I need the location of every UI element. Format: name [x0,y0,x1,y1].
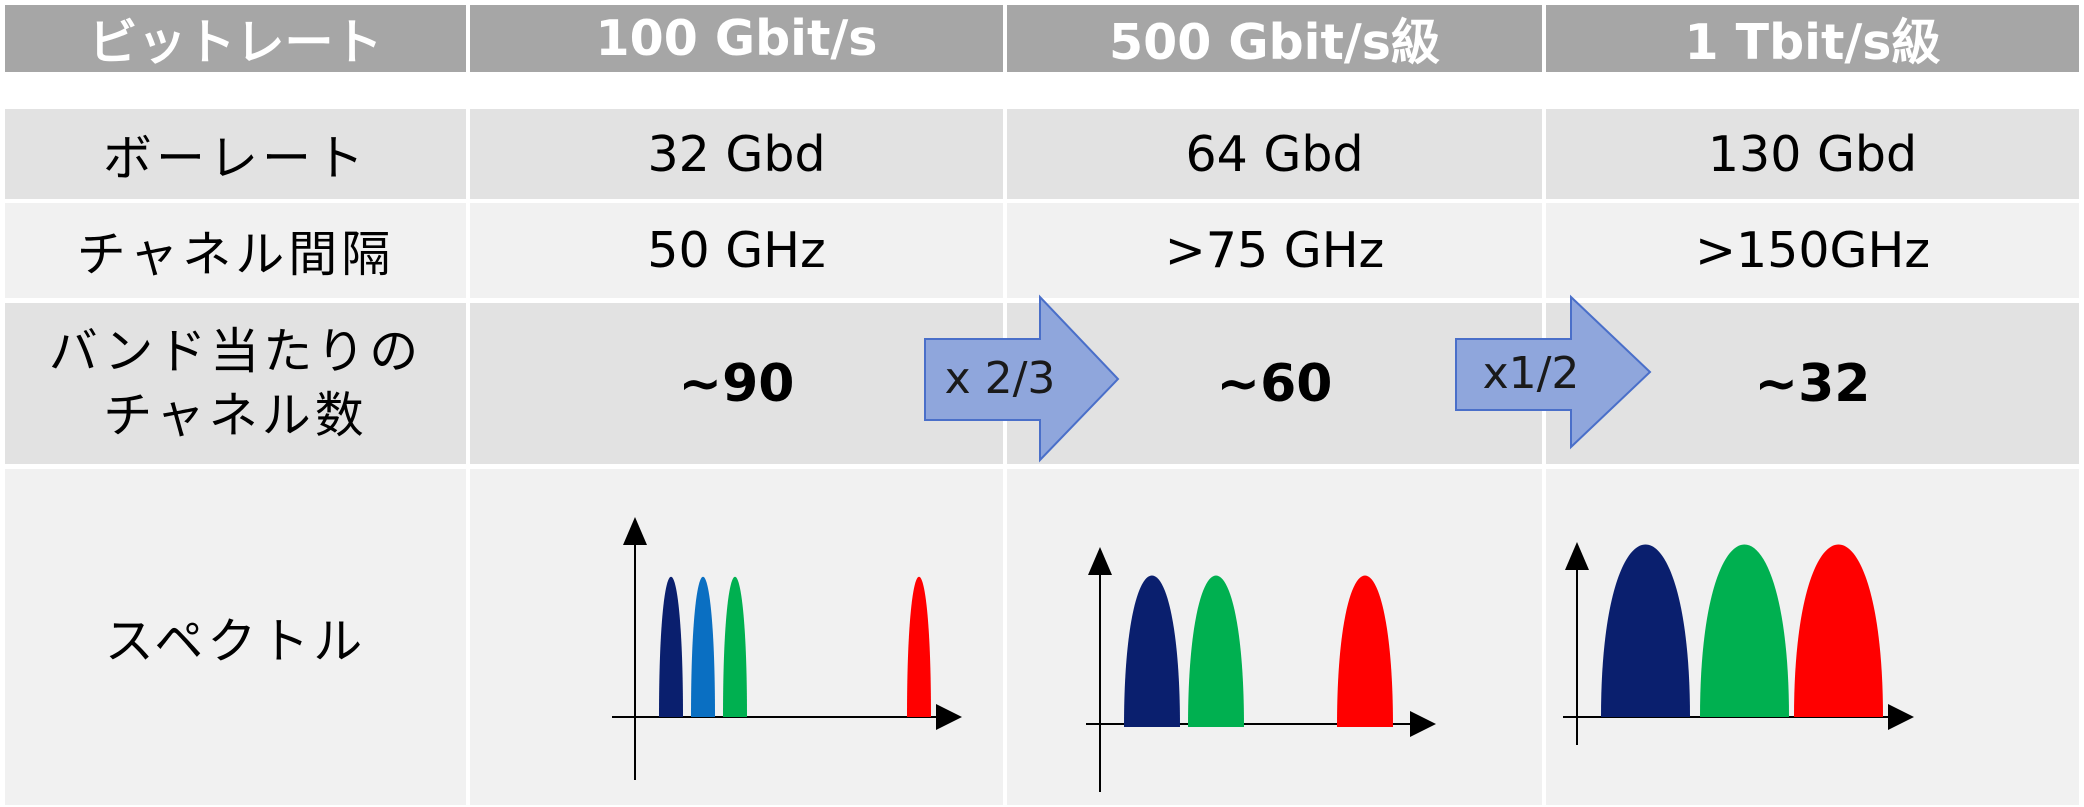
spectrum-plot-500g [1086,547,1436,792]
row-spectrum-label-cell: スペクトル [5,469,466,805]
channel-navy [1601,544,1690,717]
row-spacing-label-cell: チャネル間隔 [5,203,466,298]
row-baud-label: ボーレート [102,129,368,187]
header-label: ビットレート [88,14,383,71]
channel-red [1794,544,1883,717]
row-spectrum-label: スペクトル [104,612,367,670]
channel-green [723,576,747,717]
row-baud-value: 130 Gbd [1707,125,1918,183]
reduction-arrow-shape [1455,294,1652,450]
row-channels-cell: ~90 [470,303,1003,464]
channel-red [1337,575,1393,727]
row-baud-cell: 32 Gbd [470,109,1003,199]
channel-green [1700,544,1789,717]
reduction-arrow-shape [924,294,1120,463]
x-axis-arrowhead [936,704,962,730]
row-channels-value: ~90 [678,353,795,414]
y-axis-arrowhead [623,517,647,545]
row-spacing-value: 50 GHz [647,222,826,279]
arrow-label-1-2: x1/2 [1456,348,1606,399]
header-col-1t-label: 1 Tbit/s級 [1684,14,1941,71]
y-axis-arrowhead [1565,542,1589,570]
y-axis-arrowhead [1088,547,1112,575]
row-channels-value: ~60 [1216,353,1333,414]
row-spacing-value: >150GHz [1694,222,1931,279]
row-spacing-cell: >75 GHz [1007,203,1542,298]
header-col-500g-label: 500 Gbit/s級 [1109,14,1440,71]
x-axis-arrowhead [1410,711,1436,737]
row-channels-label-line2: チャネル数 [103,386,368,444]
row-baud-value: 64 Gbd [1185,125,1364,183]
row-spacing-cell: >150GHz [1546,203,2079,298]
channel-blue [691,576,715,717]
spectrum-plot-1t [1563,542,1914,745]
header-col-1t: 1 Tbit/s級 [1546,5,2079,72]
row-channels-value: ~32 [1754,353,1871,414]
spectrum-plot-100g [612,517,962,780]
header-col-100g-label: 100 Gbit/s [595,10,878,67]
arrow-label-2-3: x 2/3 [925,353,1075,404]
header-col-500g: 500 Gbit/s級 [1007,5,1542,72]
channel-green [1188,575,1244,727]
row-baud-cell: 130 Gbd [1546,109,2079,199]
row-baud-label-cell: ボーレート [5,109,466,199]
row-spacing-label: チャネル間隔 [76,226,395,283]
arrow-label-text: x1/2 [1482,348,1580,399]
row-baud-value: 32 Gbd [647,125,826,183]
spectrum-cell-500g [1007,469,1542,805]
header-label-cell: ビットレート [5,5,466,72]
row-channels-label-line1: バンド当たりの [48,322,423,380]
header-col-100g: 100 Gbit/s [470,5,1003,72]
arrow-label-text: x 2/3 [944,353,1056,404]
row-channels-label-cell: バンド当たりの チャネル数 [5,303,466,464]
channel-navy [1124,575,1180,727]
channel-red [907,576,931,717]
x-axis-arrowhead [1888,704,1914,730]
channel-navy [659,576,683,717]
row-spacing-value: >75 GHz [1164,222,1385,279]
row-baud-cell: 64 Gbd [1007,109,1542,199]
row-spacing-cell: 50 GHz [470,203,1003,298]
